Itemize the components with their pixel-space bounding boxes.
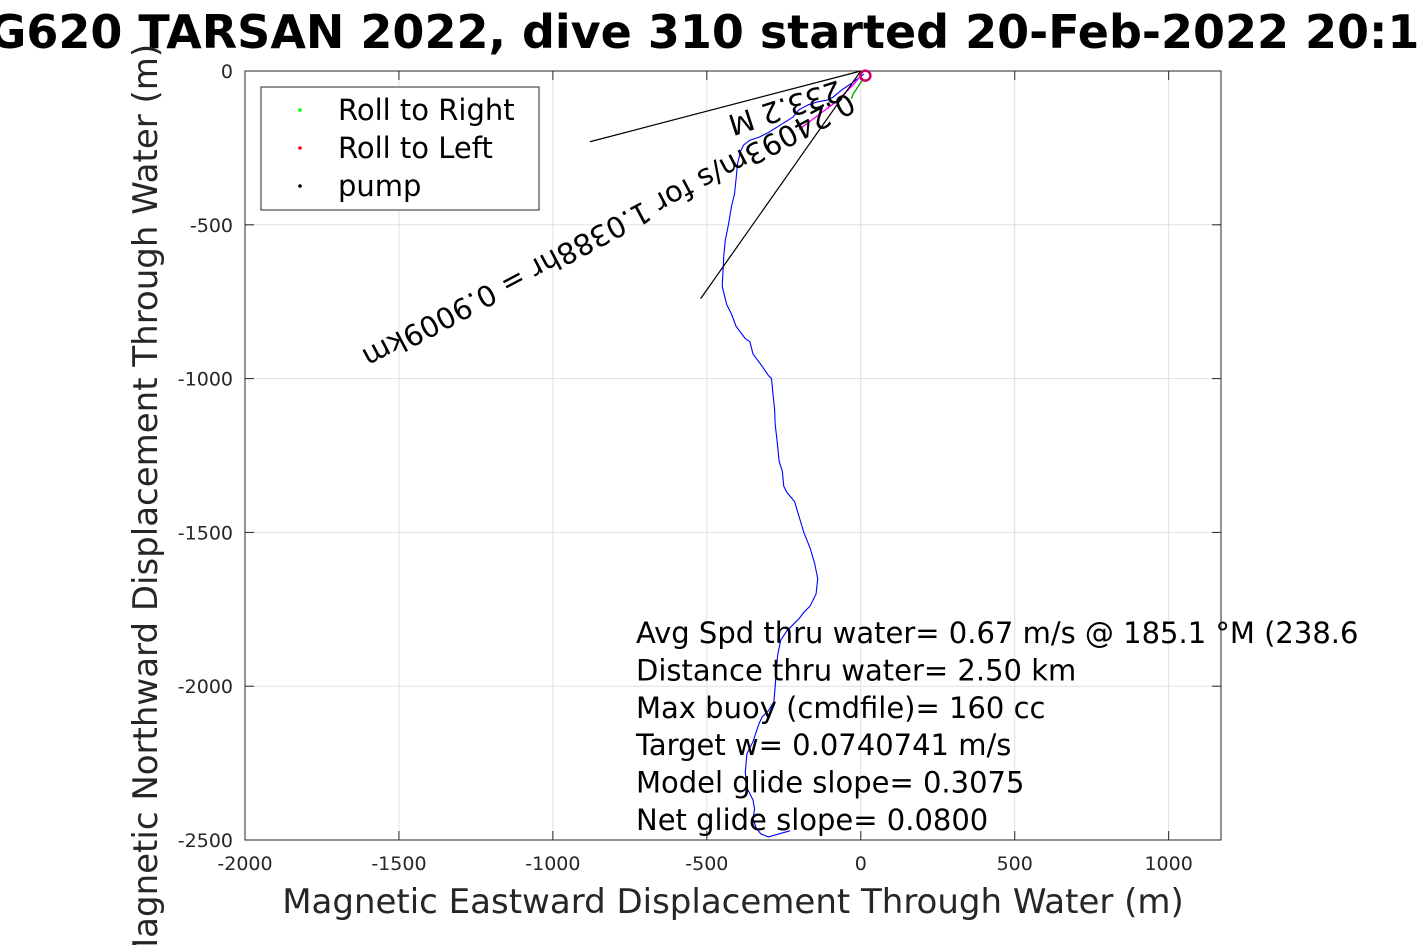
stat-target-w: Target w= 0.0740741 m/s xyxy=(635,728,1011,762)
legend-label-pump: pump xyxy=(338,169,421,203)
dive-stats: Avg Spd thru water= 0.67 m/s @ 185.1 °M … xyxy=(635,616,1358,837)
chart-title: G620 TARSAN 2022, dive 310 started 20-Fe… xyxy=(0,5,1417,59)
y-tick-label: -1000 xyxy=(178,369,233,391)
y-tick-label: -500 xyxy=(190,215,233,237)
stat-model-glide: Model glide slope= 0.3075 xyxy=(636,766,1024,800)
y-tick-label: -2000 xyxy=(178,676,233,698)
x-tick-label: 500 xyxy=(997,853,1033,875)
drift-track-line xyxy=(850,79,863,99)
surface-track-line xyxy=(798,75,862,130)
x-tick-label: 0 xyxy=(855,853,867,875)
legend-marker-roll-left xyxy=(298,146,302,150)
y-axis-label: Magnetic Northward Displacement Through … xyxy=(126,44,166,945)
legend-marker-roll-right xyxy=(298,108,302,112)
x-tick-label: -1500 xyxy=(371,853,426,875)
tick-labels: -2000 -1500 -1000 -500 0 500 1000 0 -500 -1000 -15… xyxy=(178,61,1193,875)
heading-line xyxy=(700,70,862,299)
stat-distance: Distance thru water= 2.50 km xyxy=(636,653,1076,687)
axis-ticks xyxy=(244,70,1221,841)
legend-label-roll-right: Roll to Right xyxy=(338,93,515,127)
heading-line xyxy=(589,70,861,143)
legend: Roll to Right Roll to Left pump xyxy=(260,86,540,211)
legend-box xyxy=(260,86,540,211)
series-layer xyxy=(721,69,872,838)
y-tick-label: -1500 xyxy=(178,522,233,544)
start-marker xyxy=(859,69,872,82)
stat-net-glide: Net glide slope= 0.0800 xyxy=(636,803,988,837)
stat-avg-speed: Avg Spd thru water= 0.67 m/s @ 185.1 °M … xyxy=(636,616,1358,650)
x-tick-label: -2000 xyxy=(217,853,272,875)
axes-box xyxy=(244,70,1222,841)
legend-label-roll-left: Roll to Left xyxy=(338,131,493,165)
legend-marker-pump xyxy=(298,184,302,188)
reference-lines xyxy=(589,70,862,299)
track-line xyxy=(721,73,865,838)
x-tick-label: 1000 xyxy=(1144,853,1192,875)
x-tick-label: -1000 xyxy=(525,853,580,875)
y-tick-label: -2500 xyxy=(178,830,233,852)
x-axis-label: Magnetic Eastward Displacement Through W… xyxy=(282,882,1184,922)
y-tick-label: 0 xyxy=(221,61,233,83)
stat-max-buoy: Max buoy (cmdfile)= 160 cc xyxy=(636,691,1045,725)
x-tick-label: -500 xyxy=(685,853,728,875)
